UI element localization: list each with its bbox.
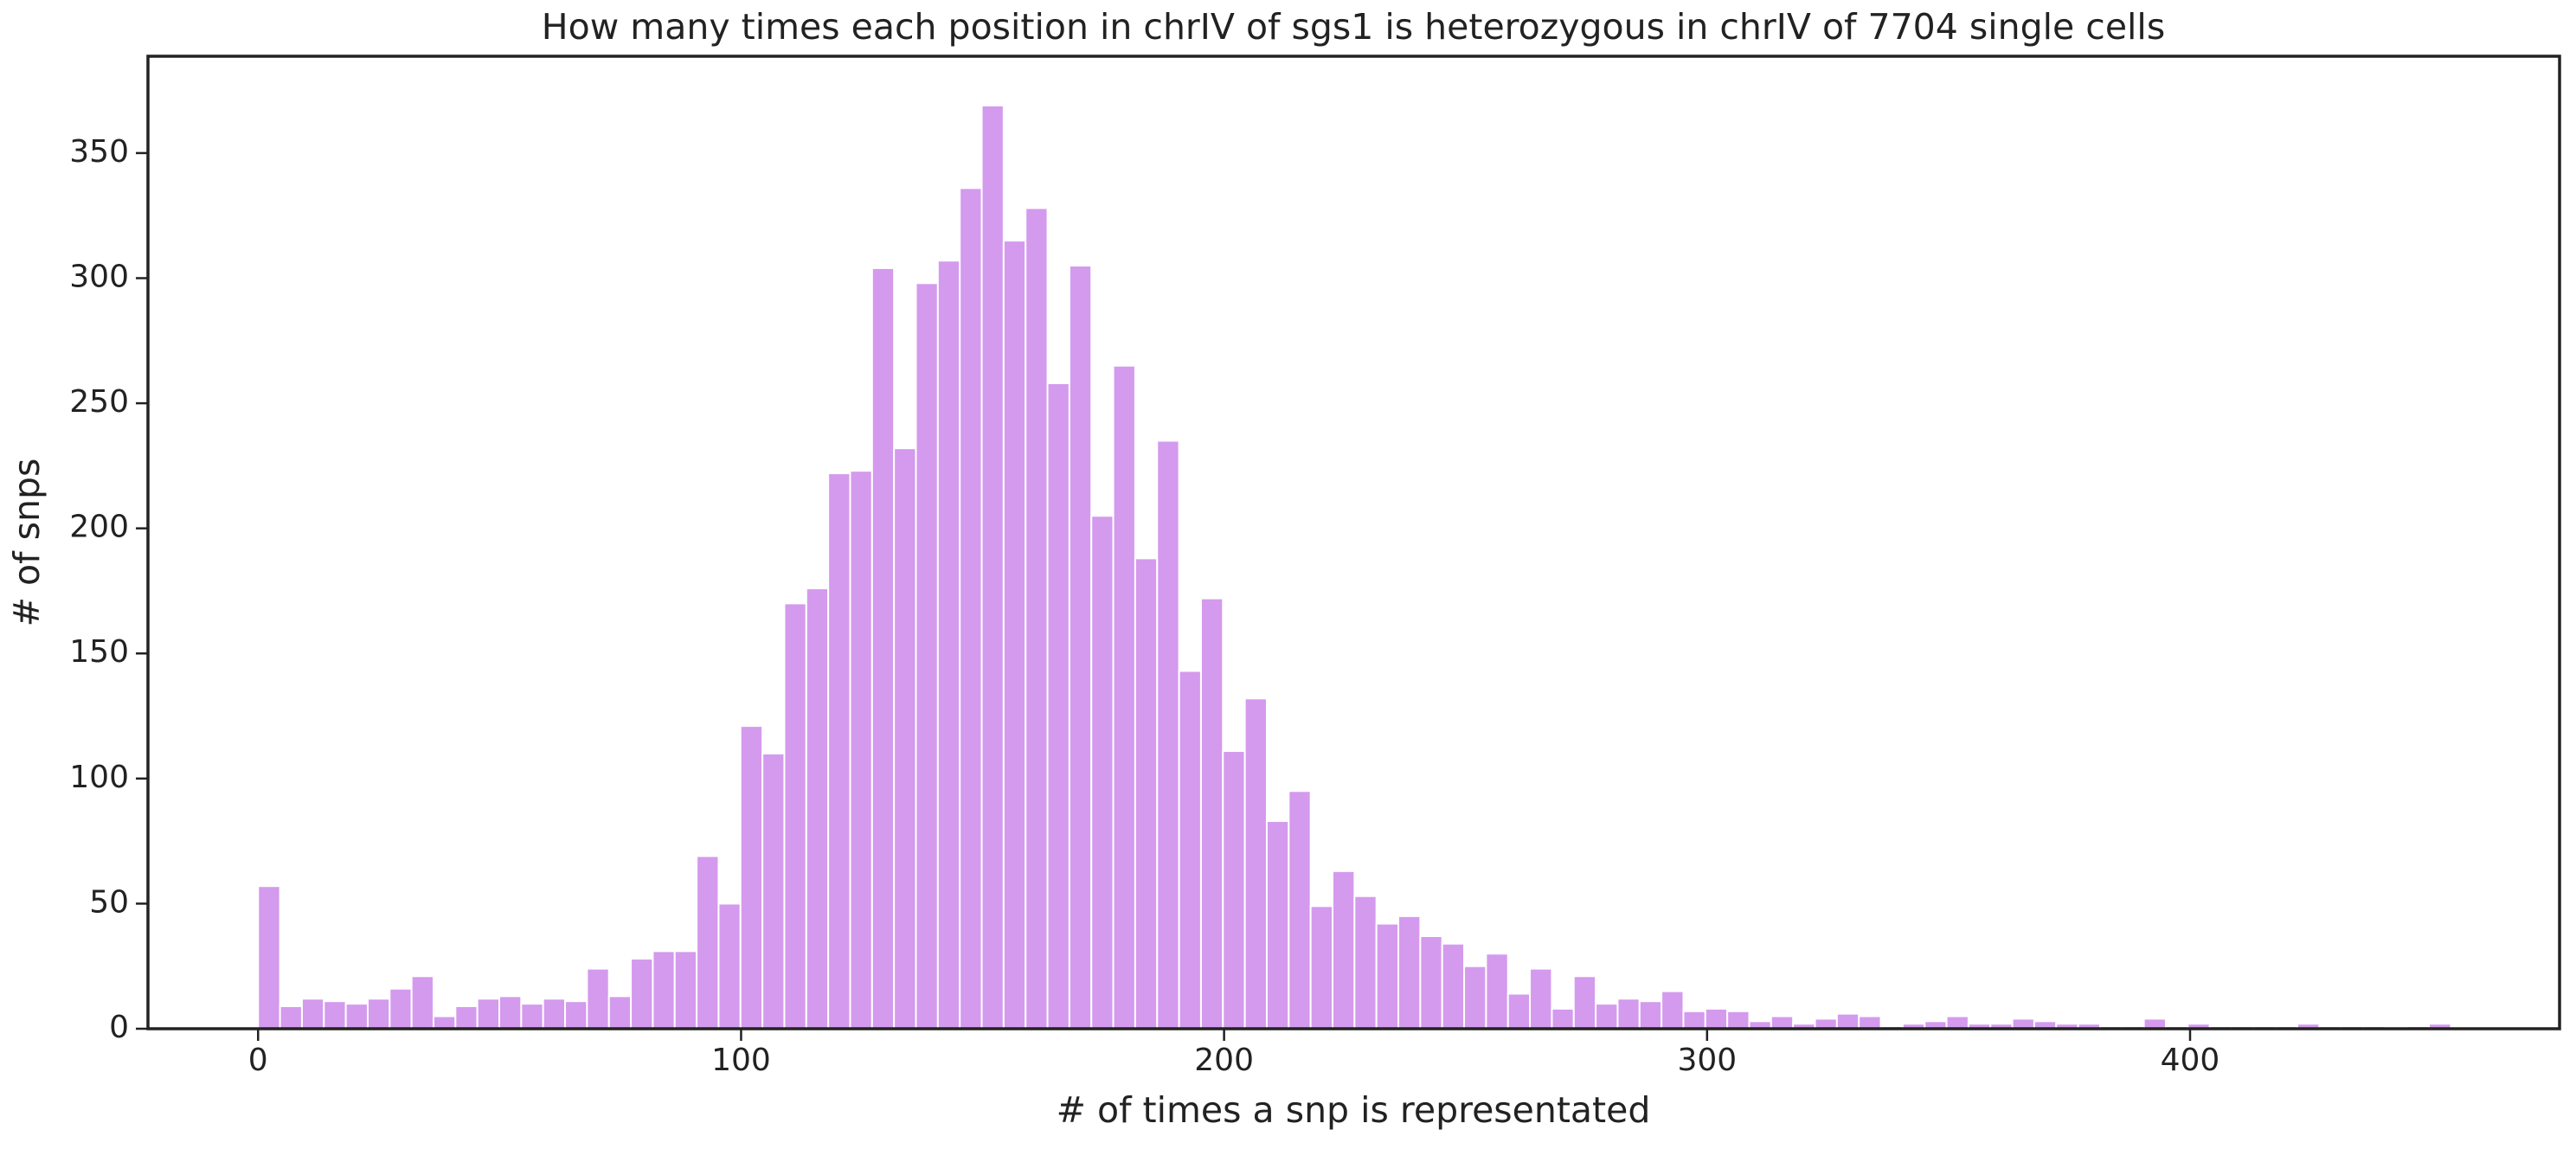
bar (520, 1003, 544, 1030)
bar (805, 587, 830, 1030)
bar (1595, 1003, 1619, 1030)
bar (1353, 895, 1378, 1030)
bar (1178, 670, 1202, 1030)
bar (279, 1005, 303, 1030)
bar (410, 975, 434, 1030)
y-tick-label: 150 (69, 634, 129, 670)
bar (1551, 1007, 1575, 1030)
y-tick-label: 0 (109, 1010, 129, 1045)
y-tick-label: 350 (69, 134, 129, 170)
bar (454, 1005, 479, 1030)
bar (849, 470, 873, 1030)
bar (1265, 819, 1290, 1030)
bar (1025, 207, 1049, 1030)
y-tick-label: 50 (89, 884, 129, 920)
bar (1945, 1015, 1969, 1030)
y-tick-label: 100 (69, 760, 129, 795)
bar (476, 998, 501, 1030)
bar (1682, 1010, 1706, 1030)
bar (1331, 870, 1356, 1030)
bar (630, 958, 654, 1030)
bar (300, 998, 325, 1030)
bar (1726, 1010, 1751, 1030)
x-tick-label: 0 (248, 1043, 268, 1078)
bar (564, 1000, 588, 1030)
bar (389, 987, 413, 1030)
bar (827, 472, 851, 1030)
bar (761, 752, 786, 1030)
bar (1309, 905, 1333, 1030)
bar (1419, 935, 1443, 1030)
bar (1770, 1015, 1795, 1030)
bar (673, 950, 698, 1030)
bar (432, 1015, 457, 1030)
bar (959, 187, 983, 1030)
bar (1704, 1007, 1729, 1030)
bar (586, 967, 610, 1030)
bar (344, 1003, 369, 1030)
y-tick-label: 250 (69, 384, 129, 420)
x-axis-label: # of times a snp is representated (1057, 1089, 1651, 1131)
bar (1090, 515, 1115, 1030)
y-tick-label: 200 (69, 510, 129, 545)
chart-title: How many times each position in chrIV of… (542, 6, 2165, 48)
bar (739, 725, 764, 1030)
bar (1156, 440, 1180, 1030)
bar (980, 104, 1005, 1030)
bar (1441, 942, 1466, 1030)
bar (498, 995, 523, 1030)
bar (652, 950, 676, 1030)
bar (1638, 1000, 1663, 1030)
bar (1002, 240, 1027, 1030)
bar (696, 855, 720, 1030)
bar (915, 282, 939, 1030)
bar (870, 266, 896, 1030)
bar (1529, 967, 1553, 1030)
bar (1616, 998, 1641, 1030)
bar (1243, 697, 1268, 1030)
bar (1506, 992, 1532, 1030)
bar (1199, 597, 1224, 1030)
x-tick-label: 300 (1677, 1043, 1737, 1078)
bar (936, 260, 961, 1030)
x-tick-label: 100 (711, 1043, 771, 1078)
bar (1112, 364, 1136, 1030)
bar (1858, 1015, 1882, 1030)
bar (323, 1000, 347, 1030)
bar (1222, 750, 1246, 1030)
y-tick-label: 300 (69, 259, 129, 294)
bar (1835, 1012, 1860, 1030)
bar (1572, 975, 1597, 1030)
bar (783, 602, 807, 1030)
bar (1068, 265, 1093, 1030)
bar (893, 447, 917, 1030)
y-axis-label: # of snps (6, 459, 48, 627)
bar (257, 885, 281, 1030)
bar (717, 902, 742, 1030)
bar (1134, 557, 1159, 1030)
bar (1046, 382, 1070, 1030)
bar (607, 995, 633, 1030)
x-tick-label: 200 (1194, 1043, 1254, 1078)
bar (1463, 965, 1487, 1030)
bar (1288, 790, 1312, 1030)
bar (1485, 953, 1509, 1030)
bar (1661, 990, 1685, 1030)
plot-frame (146, 55, 2561, 1030)
bar (1397, 915, 1422, 1030)
x-tick-label: 400 (2161, 1043, 2220, 1078)
bar (542, 998, 567, 1030)
bar (366, 998, 391, 1030)
bar (1375, 922, 1400, 1030)
